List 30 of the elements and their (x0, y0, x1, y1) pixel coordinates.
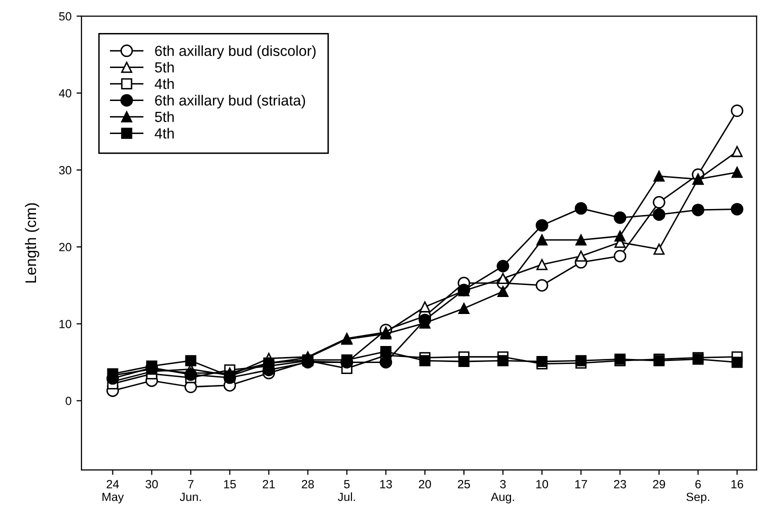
y-axis-title: Length (cm) (24, 203, 40, 283)
legend-label: 6th axillary bud (striata) (155, 94, 306, 108)
legend-label: 5th (154, 62, 174, 73)
x-tick-label: 28 (302, 480, 314, 488)
x-tick-label: 7 Jun. (180, 480, 201, 502)
legend-label: 5th (154, 111, 174, 122)
x-tick-label: 17 (575, 480, 587, 488)
y-tick-label: 30 (59, 166, 72, 174)
y-tick-label: 10 (60, 320, 72, 328)
x-tick-label: 20 (418, 480, 431, 488)
legend-label: 4th (154, 78, 174, 90)
x-tick-label: 24 May (102, 480, 124, 504)
y-tick-label: 0 (66, 396, 72, 406)
y-tick-label: 50 (59, 12, 72, 21)
x-tick-label: 3 Aug. (490, 480, 514, 504)
x-tick-label: 15 (224, 480, 236, 488)
legend-label: 4th (154, 128, 174, 139)
x-tick-label: 23 (614, 480, 626, 488)
x-tick-label: 13 (380, 480, 392, 488)
y-tick-label: 40 (58, 89, 72, 98)
legend-label: 6th axillary bud (discolor) (155, 45, 316, 59)
x-tick-label: 25 (458, 480, 470, 488)
y-tick-label: 20 (59, 242, 72, 252)
x-tick-label: 30 (146, 480, 158, 488)
x-tick-label: 5 Jul. (338, 480, 355, 502)
x-tick-label: 16 (731, 480, 744, 488)
x-tick-label: 10 (536, 480, 548, 488)
x-tick-label: 21 (262, 480, 275, 488)
x-tick-label: 6 Sep. (686, 480, 710, 504)
x-tick-label: 29 (653, 480, 666, 488)
